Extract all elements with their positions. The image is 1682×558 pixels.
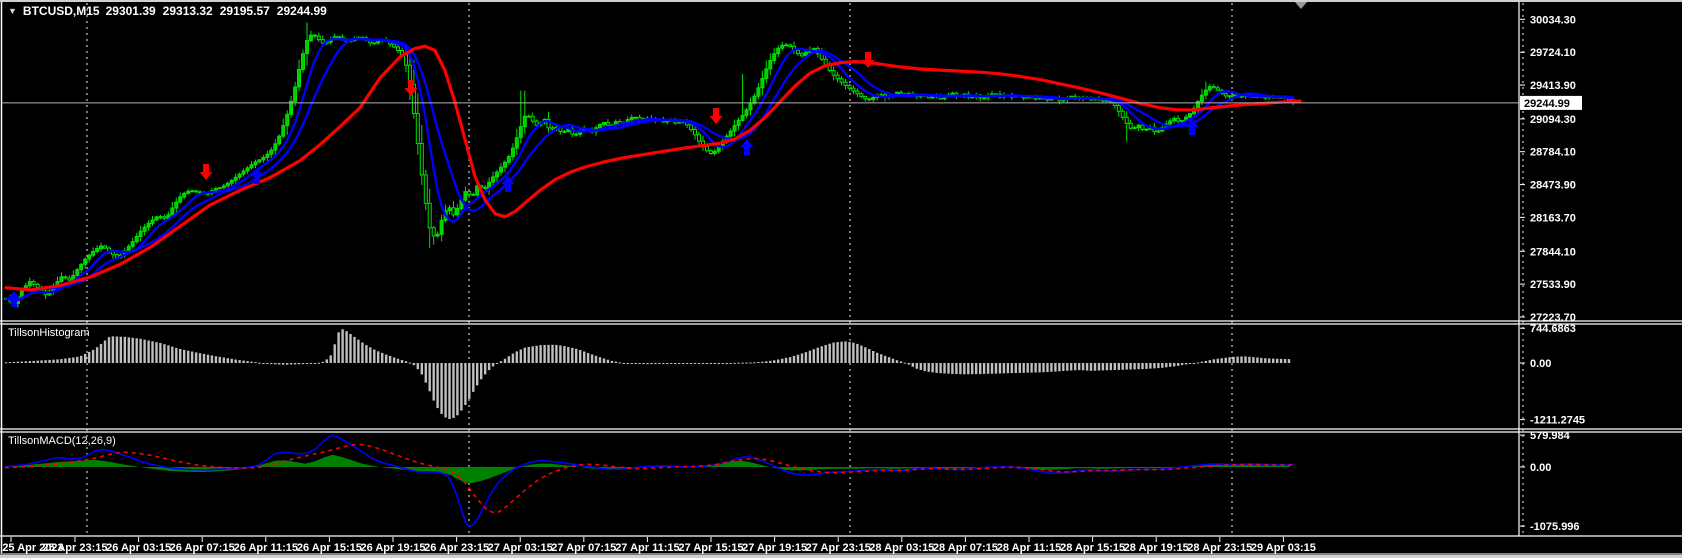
macd-axis-label: -1075.996 (1530, 521, 1580, 533)
t3-fast-ma-line (4, 37, 1295, 303)
window-bottom-edge (0, 555, 1682, 558)
time-axis-label: 27 Apr 03:15 (488, 542, 553, 554)
macd-main-line (4, 434, 1294, 527)
t3-slow-ma-line (4, 44, 1302, 292)
time-axis-label: 27 Apr 23:15 (806, 542, 871, 554)
time-axis-label: 27 Apr 07:15 (551, 542, 616, 554)
time-axis-label: 25 Apr 23:15 (42, 542, 107, 554)
macd-axis-label: 579.984 (1530, 430, 1571, 442)
current-price-label: 29244.99 (1524, 98, 1570, 110)
sell-arrow-icon (709, 108, 723, 124)
buy-arrow-icon (740, 139, 754, 155)
macd-axis-label: 0.00 (1530, 462, 1551, 474)
time-axis-label: 29 Apr 03:15 (1251, 542, 1316, 554)
price-axis-label: 30034.30 (1530, 14, 1576, 26)
tillson-macd-panel[interactable] (4, 434, 1294, 527)
price-axis[interactable]: 30034.30 29724.10 29413.90 29094.30 28784.10… (1518, 2, 1585, 536)
sell-arrow-icon (404, 80, 418, 96)
time-axis-label: 25 Apr 2023 (2, 542, 63, 554)
symbol-dropdown-icon[interactable]: ▼ (8, 6, 17, 16)
time-axis-label: 26 Apr 19:15 (360, 542, 425, 554)
tillson-histogram-panel[interactable] (4, 329, 1291, 420)
time-axis-label: 27 Apr 15:15 (678, 542, 743, 554)
buy-arrow-icon (250, 168, 264, 184)
time-axis-label: 26 Apr 23:15 (424, 542, 489, 554)
ohlc-low: 29195.57 (219, 4, 270, 18)
buy-arrow-icon (501, 176, 515, 192)
macd-panel-label: TillsonMACD(12,26,9) (8, 435, 116, 447)
histogram-axis-label: 744.6863 (1530, 323, 1576, 335)
price-axis-label: 28163.70 (1530, 212, 1576, 224)
histogram-axis-label: 0.00 (1530, 358, 1551, 370)
chart-title-bar: ▼ BTCUSD,M15 29301.39 29313.32 29195.57 … (8, 4, 327, 18)
chart-end-marker-icon (1295, 2, 1307, 9)
time-axis-label: 28 Apr 03:15 (869, 542, 934, 554)
time-axis-label: 27 Apr 19:15 (742, 542, 807, 554)
time-axis-label: 28 Apr 19:15 (1124, 542, 1189, 554)
price-axis-label: 29413.90 (1530, 80, 1576, 92)
price-axis-label: 27223.70 (1530, 312, 1576, 324)
macd-area (5, 454, 1290, 483)
time-axis-label: 26 Apr 03:15 (106, 542, 171, 554)
price-axis-label: 27533.90 (1530, 279, 1576, 291)
ohlc-high: 29313.32 (162, 4, 213, 18)
time-axis-label: 26 Apr 15:15 (297, 542, 362, 554)
main-price-panel[interactable] (2, 2, 1519, 308)
histogram-axis-label: -1211.2745 (1530, 415, 1585, 427)
buy-arrow-icon (1185, 119, 1199, 135)
histogram-panel-label: TillsonHistogram (8, 327, 90, 339)
symbol-timeframe-label: BTCUSD,M15 (22, 4, 100, 18)
window-top-edge (0, 0, 1682, 2)
buy-arrow-icon (7, 291, 21, 307)
ohlc-open: 29301.39 (105, 4, 156, 18)
price-axis-label: 28473.90 (1530, 180, 1576, 192)
time-axis-label: 26 Apr 11:15 (234, 542, 298, 554)
time-axis-label: 27 Apr 11:15 (615, 542, 679, 554)
time-axis-label: 28 Apr 15:15 (1060, 542, 1125, 554)
price-axis-label: 28784.10 (1530, 147, 1576, 159)
price-axis-label: 29724.10 (1530, 47, 1576, 59)
ohlc-readout: 29301.39 29313.32 29195.57 29244.99 (106, 4, 327, 18)
sell-arrow-icon (199, 164, 213, 180)
price-axis-label: 29094.30 (1530, 114, 1576, 126)
time-axis-label: 28 Apr 11:15 (997, 542, 1061, 554)
price-axis-label: 27844.10 (1530, 246, 1576, 258)
sell-arrow-icon (861, 52, 875, 68)
time-axis-label: 28 Apr 07:15 (933, 542, 998, 554)
time-axis-label: 26 Apr 07:15 (170, 542, 235, 554)
time-axis-label: 28 Apr 23:15 (1187, 542, 1252, 554)
current-price-box (1520, 95, 1582, 110)
ohlc-close: 29244.99 (276, 4, 327, 18)
